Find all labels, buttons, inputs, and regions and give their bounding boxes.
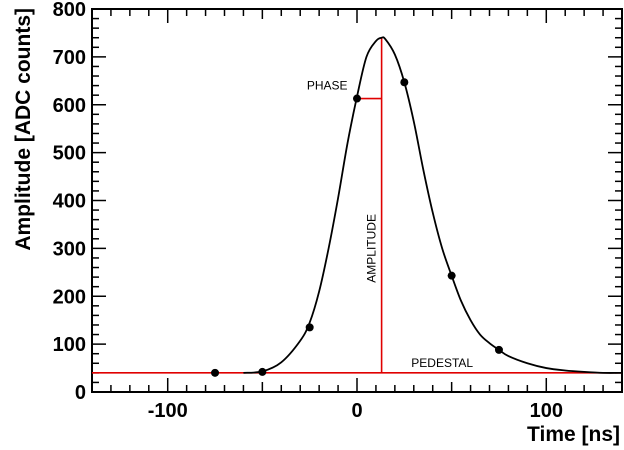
sample-point bbox=[494, 345, 503, 354]
sample-points bbox=[211, 78, 503, 377]
marker-lines bbox=[92, 37, 622, 374]
y-axis: 0 100 200 300 400 500 600 700 800 bbox=[53, 0, 622, 404]
y-axis-title: Amplitude [ADC counts] bbox=[12, 8, 35, 251]
sample-point bbox=[211, 368, 220, 377]
sample-point bbox=[258, 367, 267, 376]
sample-point bbox=[400, 78, 409, 87]
x-tick-label: -100 bbox=[148, 400, 188, 422]
fit-curve bbox=[243, 36, 623, 374]
plot-frame bbox=[91, 8, 623, 393]
y-tick-label: 500 bbox=[53, 143, 86, 165]
fit-curve-line bbox=[243, 36, 623, 374]
y-tick-label: 700 bbox=[53, 47, 86, 69]
y-tick-label: 300 bbox=[53, 238, 86, 260]
y-tick-label: 600 bbox=[53, 95, 86, 117]
pedestal-annotation: PEDESTAL bbox=[411, 356, 473, 370]
phase-annotation: PHASE bbox=[307, 78, 348, 92]
x-tick-label: 100 bbox=[530, 400, 563, 422]
x-axis-title: Time [ns] bbox=[527, 423, 620, 446]
y-tick-label: 100 bbox=[53, 334, 86, 356]
x-tick-label: 0 bbox=[351, 400, 362, 422]
sample-point bbox=[305, 323, 314, 332]
y-tick-label: 200 bbox=[53, 286, 86, 308]
y-tick-label: 800 bbox=[53, 0, 86, 21]
sample-point bbox=[447, 271, 456, 280]
y-tick-label: 0 bbox=[75, 382, 86, 404]
amplitude-annotation: AMPLITUDE bbox=[365, 214, 379, 283]
annotations: PHASE AMPLITUDE PEDESTAL bbox=[307, 78, 474, 370]
sample-point bbox=[353, 94, 361, 103]
x-axis: -100 0 100 bbox=[91, 9, 623, 422]
y-tick-label: 400 bbox=[53, 191, 86, 213]
plot-border bbox=[91, 8, 623, 393]
